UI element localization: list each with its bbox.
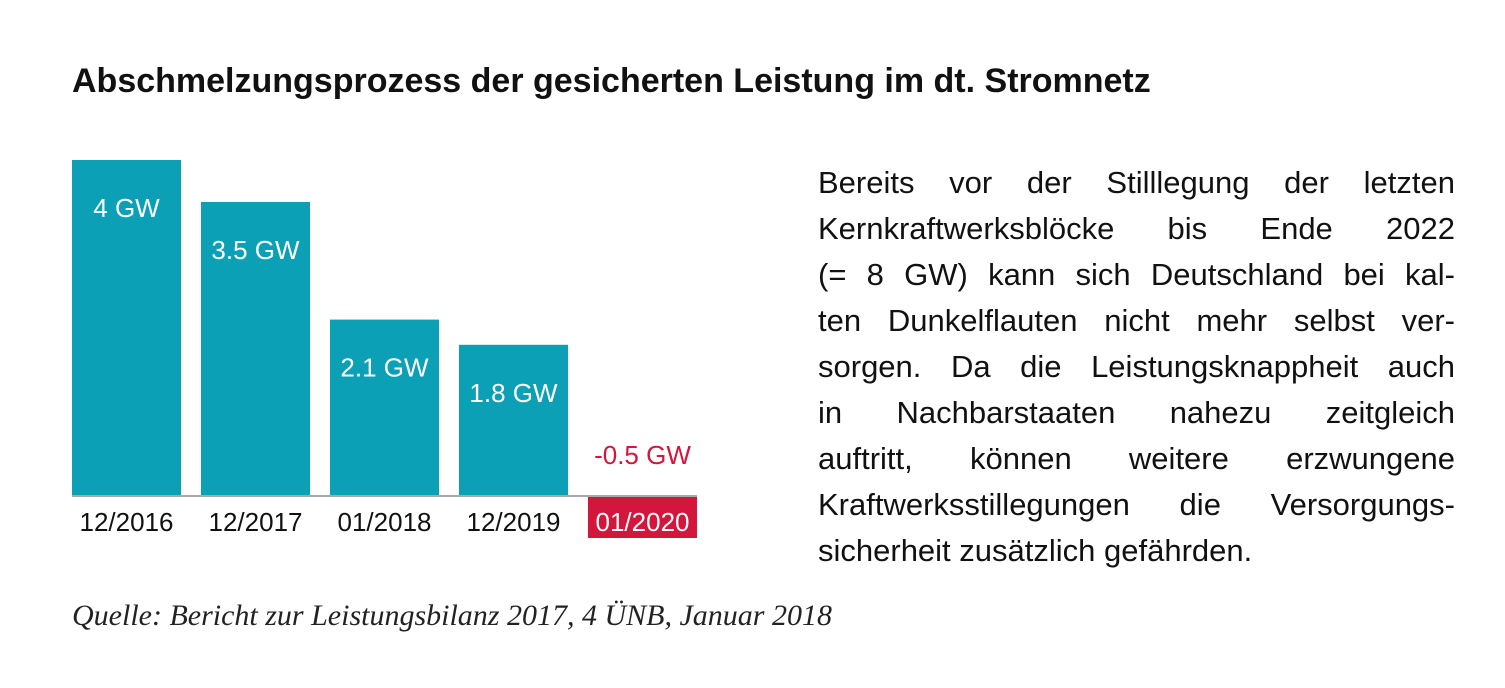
x-tick-label: 12/2016 — [80, 507, 174, 537]
bar — [459, 344, 568, 496]
chart-title: Abschmelzungsprozess der gesicherten Lei… — [72, 62, 1151, 100]
bar — [588, 496, 697, 538]
value-label: 4 GW — [93, 193, 160, 223]
text-line: (= 8 GW) kann sich Deutschland bei kal- — [818, 257, 1455, 292]
value-label: -0.5 GW — [594, 440, 691, 470]
text-line: Kraftwerksstillegungen die Versorgungs- — [818, 487, 1455, 522]
text-line: in Nachbarstaaten nahezu zeitgleich — [818, 395, 1455, 430]
source: Quelle: Bericht zur Leistungsbilanz 2017… — [72, 599, 832, 632]
value-label: 2.1 GW — [340, 353, 429, 383]
bar — [201, 202, 310, 496]
bar — [72, 160, 181, 496]
value-label: 3.5 GW — [211, 235, 300, 265]
bar — [330, 319, 439, 496]
text-line: Kernkraftwerksblöcke bis Ende 2022 — [818, 211, 1455, 246]
x-tick-label: 12/2019 — [467, 507, 561, 537]
x-tick-label: 01/2018 — [338, 507, 432, 537]
x-tick-label: 12/2017 — [209, 507, 303, 537]
text-line: ten Dunkelflauten nicht mehr selbst ver- — [818, 303, 1455, 338]
value-label: 1.8 GW — [469, 378, 558, 408]
text-line: sicherheit zusätzlich gefährden. — [818, 533, 1253, 568]
x-tick-label: 01/2020 — [596, 507, 690, 537]
text-line: Bereits vor der Stilllegung der letzten — [818, 165, 1455, 200]
description: Bereits vor der Stilllegung der letzten K… — [818, 160, 1455, 574]
text-line: auftritt, können weitere erzwungene — [818, 441, 1455, 476]
text-line: sorgen. Da die Leistungsknappheit auch — [818, 349, 1455, 384]
